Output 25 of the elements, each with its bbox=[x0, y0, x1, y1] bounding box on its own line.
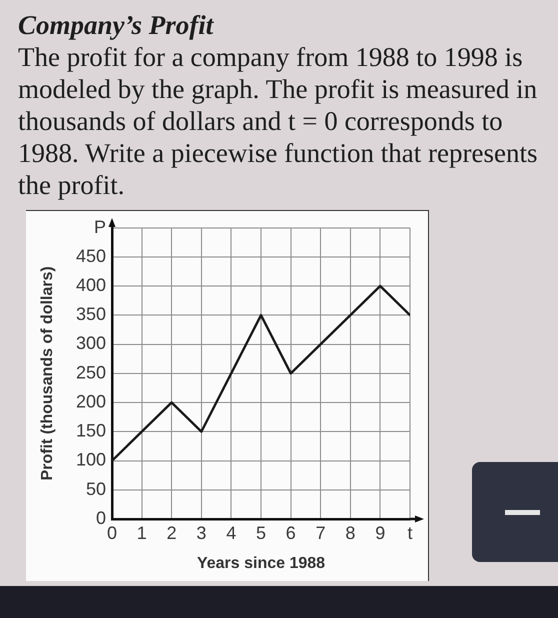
x-tick-label: 9 bbox=[375, 522, 386, 543]
x-tick-label: 4 bbox=[226, 522, 236, 543]
y-tick-label: 150 bbox=[76, 420, 106, 441]
x-axis-title: Years since 1988 bbox=[196, 554, 326, 572]
y-axis-title: Profit (thousands of dollars) bbox=[39, 266, 56, 481]
x-tick-label: 3 bbox=[196, 522, 206, 543]
y-tick-label: 450 bbox=[76, 246, 106, 266]
x-tick-label: 5 bbox=[256, 522, 266, 543]
chart-title: Company’s Profit bbox=[18, 9, 214, 41]
x-tick-label: 8 bbox=[345, 522, 356, 543]
chart-subtitle: The profit for a company from 1988 to 1998 is modeled by the graph. The profit is measured in thousands of dollars and t = 0 corresponds to 1988. Write a piecewise function that represents the profit. bbox=[18, 41, 538, 201]
y-tick-label: 400 bbox=[76, 275, 106, 296]
x-tick-label: 7 bbox=[316, 522, 326, 543]
x-tick-label: t bbox=[407, 522, 413, 543]
y-tick-label: 200 bbox=[76, 391, 106, 412]
y-tick-label: 300 bbox=[76, 333, 106, 354]
x-tick-label: 6 bbox=[286, 522, 296, 543]
y-tick-label: 350 bbox=[76, 304, 106, 324]
y-tick-label: 250 bbox=[76, 362, 106, 382]
y-tick-label: 0 bbox=[96, 508, 106, 528]
y-tick-label: P bbox=[94, 216, 106, 237]
y-tick-label: 100 bbox=[76, 450, 106, 470]
y-tick-label: 50 bbox=[86, 478, 106, 499]
x-tick-label: 2 bbox=[166, 522, 177, 543]
x-tick-label: 1 bbox=[136, 522, 147, 543]
